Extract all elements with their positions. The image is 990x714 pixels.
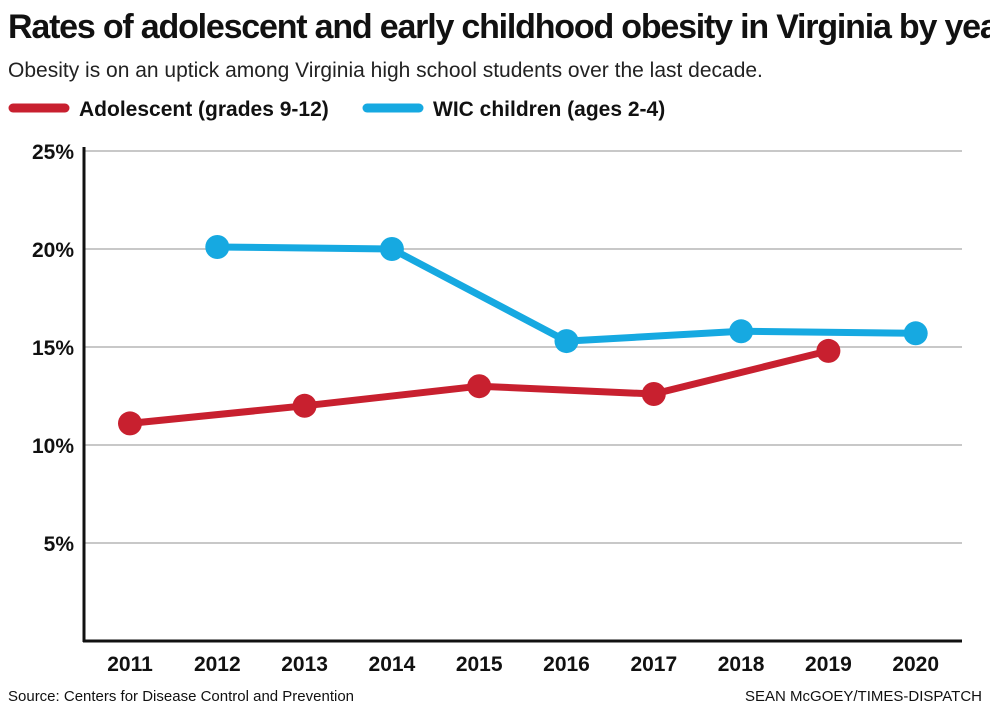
legend: Adolescent (grades 9-12) WIC children (a… bbox=[8, 98, 665, 121]
series-line-wic bbox=[213, 243, 920, 345]
source-note: Source: Centers for Disease Control and … bbox=[8, 688, 355, 705]
y-tick-label-15: 15% bbox=[32, 337, 74, 360]
x-tick-label-2011: 2011 bbox=[107, 653, 153, 676]
data-point-adolescent-2019 bbox=[816, 338, 841, 363]
data-point-wic-2012 bbox=[205, 235, 230, 259]
series-wic bbox=[205, 235, 928, 354]
data-point-adolescent-2011 bbox=[118, 411, 142, 436]
legend-label-adolescent: Adolescent (grades 9-12) bbox=[79, 98, 329, 121]
data-point-adolescent-2013 bbox=[292, 393, 317, 418]
credit-note: SEAN McGOEY/TIMES-DISPATCH bbox=[745, 688, 982, 705]
data-point-wic-2018 bbox=[729, 319, 754, 344]
data-point-adolescent-2017 bbox=[641, 382, 666, 406]
x-tick-label-2017: 2017 bbox=[630, 653, 677, 676]
data-point-wic-2014 bbox=[379, 237, 404, 261]
x-tick-labels: 2011 2012 2013 2014 2015 2016 2017 2018 2019 2020 bbox=[107, 653, 939, 676]
x-tick-label-2018: 2018 bbox=[718, 653, 765, 676]
data-point-wic-2020 bbox=[903, 321, 928, 346]
series-adolescent bbox=[118, 338, 841, 436]
legend-item-adolescent: Adolescent (grades 9-12) bbox=[8, 98, 329, 121]
y-tick-label-25: 25% bbox=[32, 141, 74, 164]
x-tick-label-2019: 2019 bbox=[805, 653, 852, 676]
axes bbox=[82, 147, 962, 643]
legend-label-wic: WIC children (ages 2-4) bbox=[433, 98, 665, 121]
chart-subtitle: Obesity is on an uptick among Virginia h… bbox=[8, 59, 763, 82]
data-point-adolescent-2015 bbox=[467, 374, 492, 399]
y-tick-label-5: 5% bbox=[44, 533, 75, 556]
legend-item-wic: WIC children (ages 2-4) bbox=[362, 98, 665, 121]
data-point-wic-2016 bbox=[554, 329, 579, 354]
x-tick-label-2012: 2012 bbox=[194, 653, 241, 676]
x-tick-label-2013: 2013 bbox=[281, 653, 328, 676]
x-tick-label-2016: 2016 bbox=[543, 653, 590, 676]
y-tick-label-10: 10% bbox=[32, 435, 74, 458]
y-tick-label-20: 20% bbox=[32, 239, 74, 262]
x-tick-label-2015: 2015 bbox=[456, 653, 503, 676]
chart-title: Rates of adolescent and early childhood … bbox=[8, 8, 990, 46]
x-tick-label-2014: 2014 bbox=[369, 653, 416, 676]
y-tick-labels: 5% 10% 15% 20% 25% bbox=[32, 141, 74, 556]
series bbox=[118, 235, 928, 436]
x-tick-label-2020: 2020 bbox=[892, 653, 939, 676]
